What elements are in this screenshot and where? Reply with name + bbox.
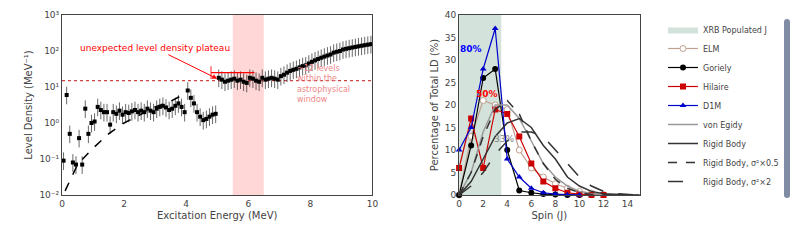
svg-text:40: 40 — [445, 10, 457, 20]
svg-text:10⁻²: 10⁻² — [39, 190, 59, 200]
svg-text:ELM: ELM — [703, 45, 720, 54]
svg-text:20: 20 — [445, 100, 457, 110]
svg-text:30: 30 — [445, 55, 457, 65]
svg-text:Level Density (MeV⁻¹): Level Density (MeV⁻¹) — [23, 50, 34, 160]
svg-text:~12 levelswithin theastrophysi: ~12 levelswithin theastrophysicalwindow — [297, 64, 350, 104]
svg-text:80%: 80% — [460, 44, 482, 54]
svg-text:10⁰: 10⁰ — [44, 118, 59, 128]
svg-text:33%: 33% — [494, 134, 514, 144]
svg-text:Spin (J): Spin (J) — [531, 210, 567, 221]
svg-text:Rigid Body, σ²×2: Rigid Body, σ²×2 — [703, 178, 771, 187]
svg-text:5: 5 — [451, 168, 457, 178]
svg-text:Hilaire: Hilaire — [703, 83, 729, 92]
svg-text:unexpected level density plate: unexpected level density plateau — [80, 43, 230, 53]
svg-text:von Egidy: von Egidy — [703, 121, 743, 130]
svg-text:35: 35 — [445, 33, 456, 43]
svg-text:15: 15 — [445, 123, 456, 133]
svg-text:4: 4 — [504, 199, 510, 209]
svg-text:2: 2 — [480, 199, 486, 209]
svg-text:10: 10 — [367, 199, 379, 209]
svg-text:50%: 50% — [476, 89, 498, 99]
svg-text:10: 10 — [574, 199, 586, 209]
svg-text:Excitation Energy (MeV): Excitation Energy (MeV) — [157, 210, 277, 221]
svg-text:8: 8 — [308, 199, 314, 209]
svg-text:2: 2 — [121, 199, 127, 209]
svg-text:10¹: 10¹ — [44, 82, 59, 92]
svg-text:0: 0 — [59, 199, 65, 209]
svg-text:Rigid Body, σ²×0.5: Rigid Body, σ²×0.5 — [703, 159, 779, 168]
svg-text:10: 10 — [445, 145, 457, 155]
svg-text:Goriely: Goriely — [703, 64, 732, 73]
svg-text:D1M: D1M — [703, 102, 721, 111]
svg-text:25: 25 — [445, 78, 456, 88]
svg-text:6: 6 — [528, 199, 534, 209]
svg-text:Percentage of Total LD (%): Percentage of Total LD (%) — [429, 39, 440, 172]
svg-text:8: 8 — [553, 199, 559, 209]
svg-text:10⁻¹: 10⁻¹ — [39, 154, 59, 164]
svg-text:10²: 10² — [44, 46, 59, 56]
svg-text:0: 0 — [451, 190, 457, 200]
svg-text:6: 6 — [245, 199, 251, 209]
svg-text:12: 12 — [598, 199, 609, 209]
svg-text:10³: 10³ — [44, 10, 59, 20]
svg-text:0: 0 — [456, 199, 462, 209]
svg-text:XRB Populated J: XRB Populated J — [703, 26, 767, 35]
svg-text:Rigid Body: Rigid Body — [703, 140, 746, 149]
svg-text:14: 14 — [622, 199, 634, 209]
svg-text:4: 4 — [183, 199, 189, 209]
